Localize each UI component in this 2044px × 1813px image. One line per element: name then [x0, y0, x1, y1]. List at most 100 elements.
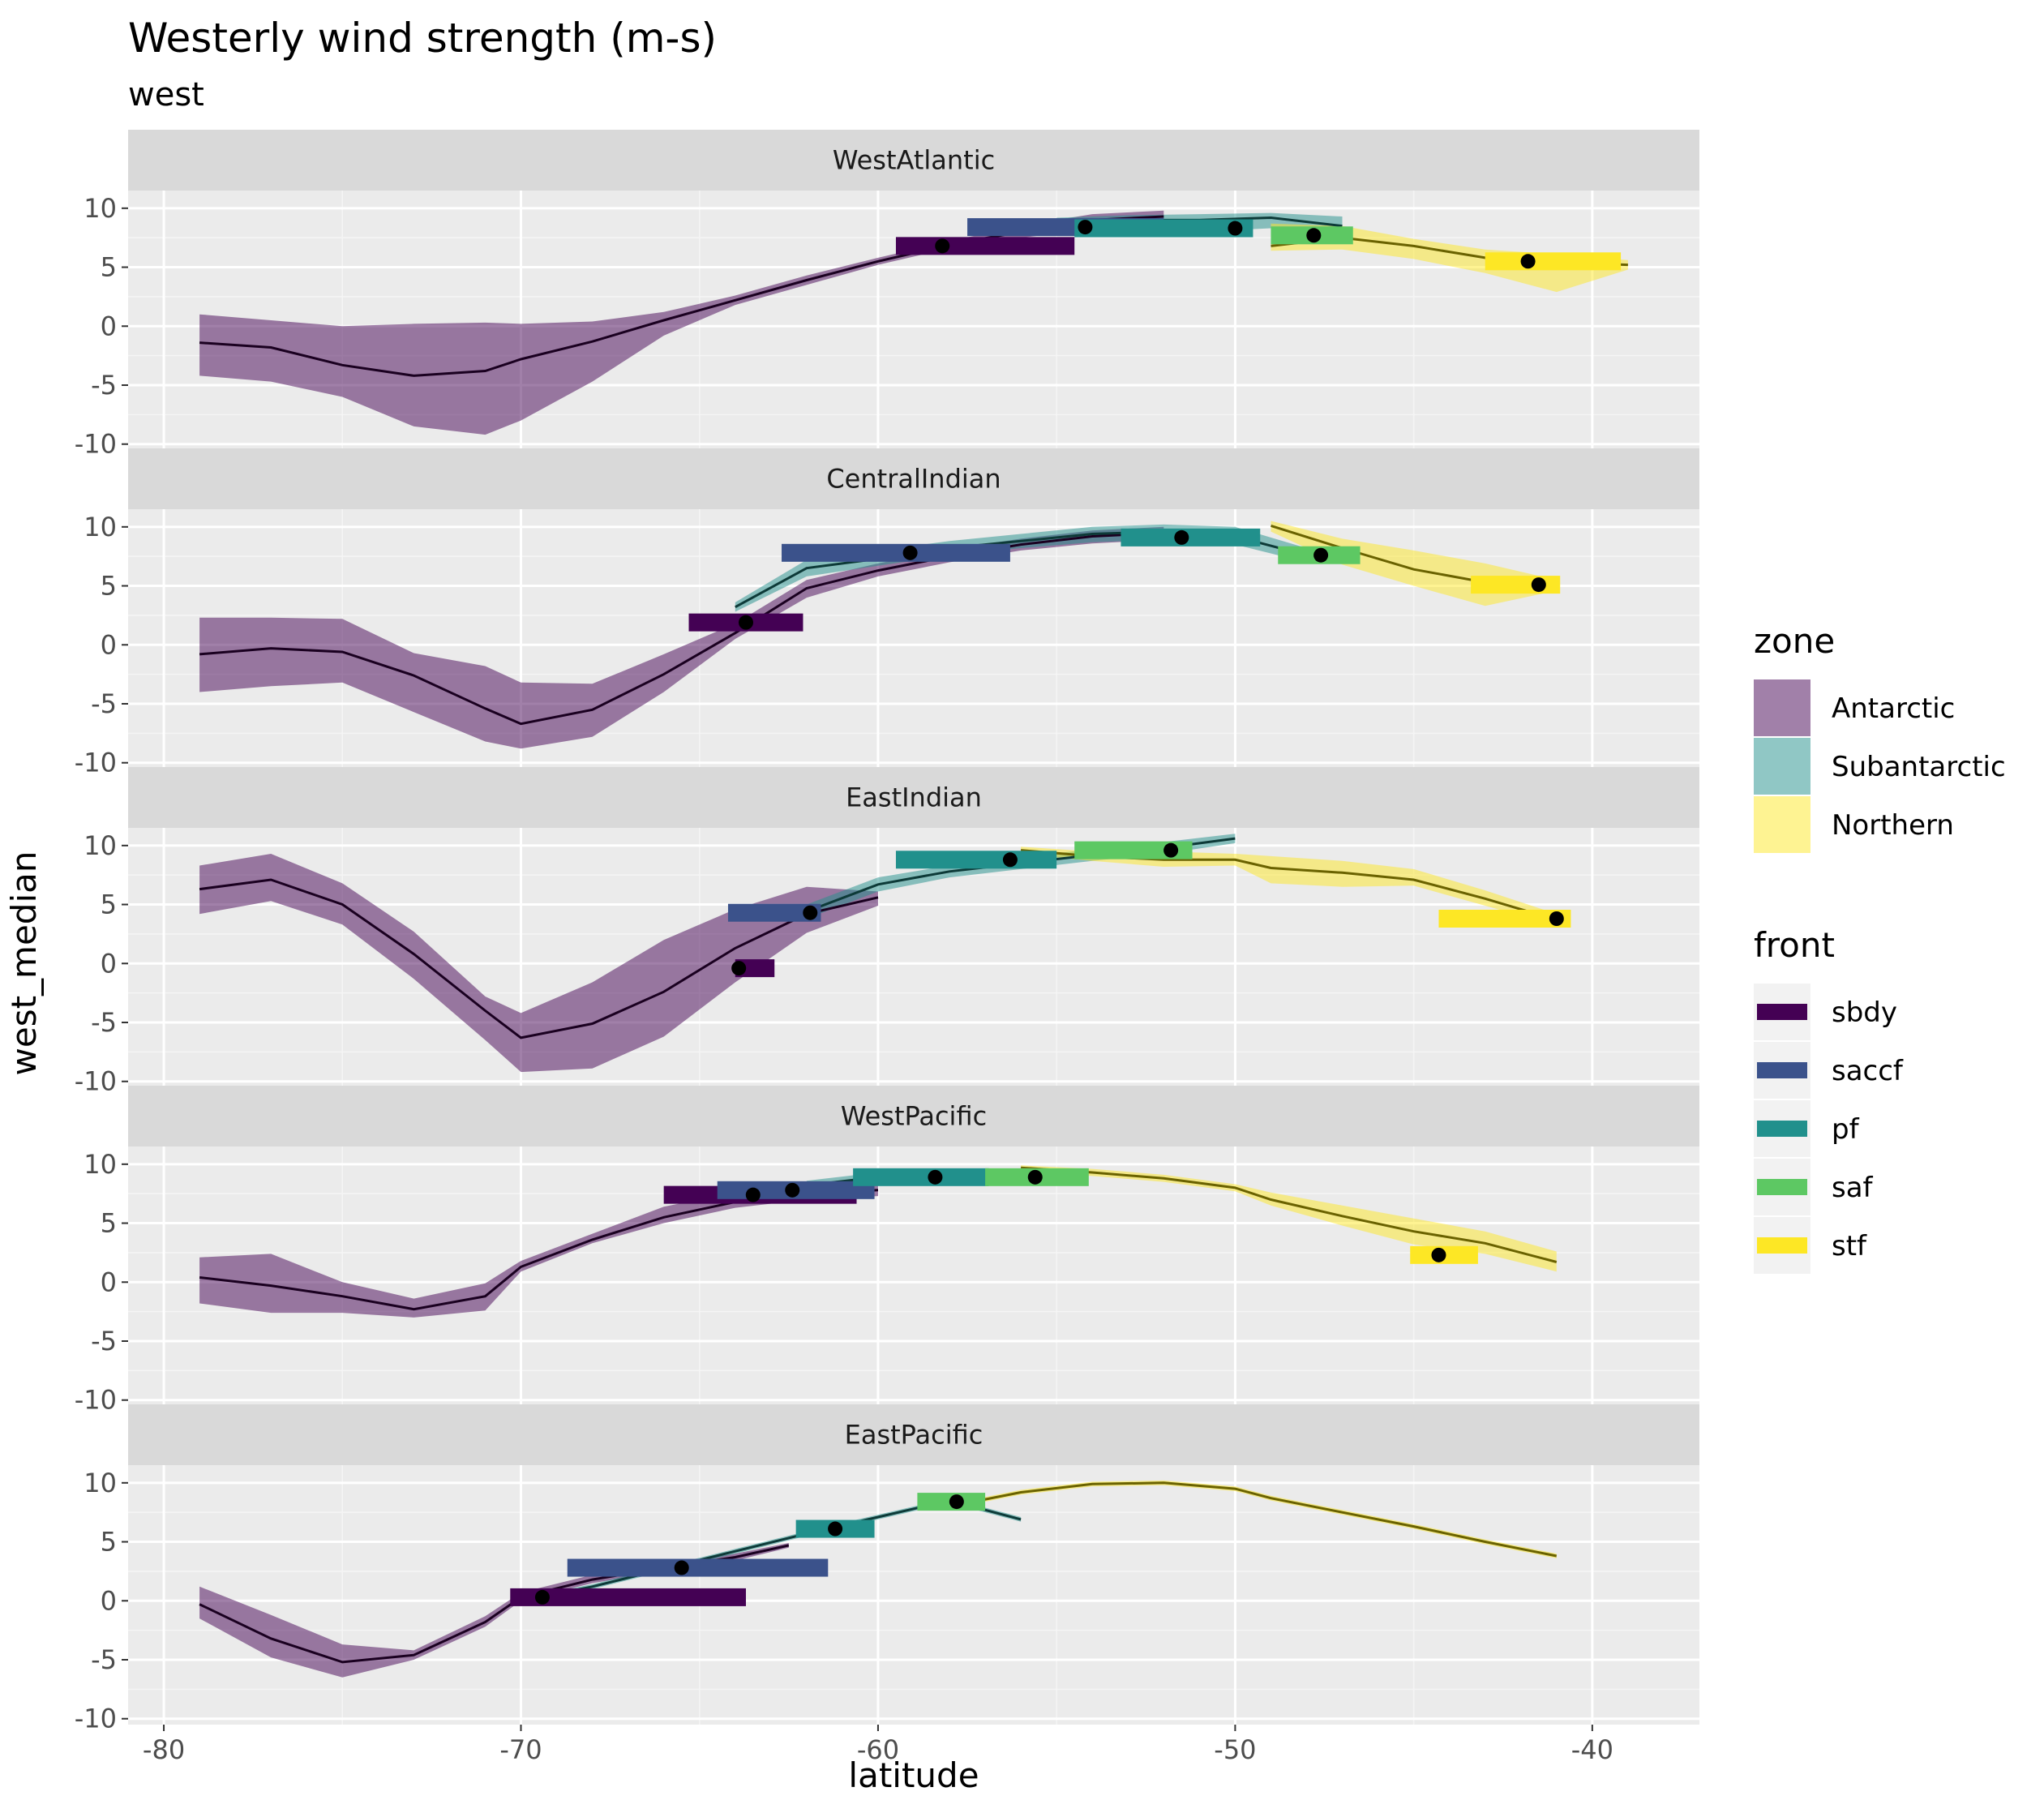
legend-key-northern [1754, 796, 1810, 853]
front-point-saf [1163, 842, 1179, 858]
legend-label-stf: stf [1832, 1230, 1867, 1262]
panel-background [128, 191, 1699, 450]
front-range-saccf [567, 1558, 829, 1577]
ribbon-antarctic [199, 210, 1164, 435]
panel-background [128, 1465, 1699, 1725]
front-range-pf [853, 1168, 989, 1186]
facet-strip [128, 1404, 1699, 1465]
legend-key-pf [1757, 1121, 1807, 1137]
y-tick-label: 10 [84, 830, 117, 861]
y-tick-label: 10 [84, 1468, 117, 1498]
front-point-sbdy [745, 1187, 761, 1202]
legend-title-zone: zone [1754, 621, 1835, 661]
facet-strip [128, 130, 1699, 191]
front-point-pf [1002, 852, 1018, 868]
front-range-pf [1074, 219, 1253, 238]
front-range-pf [895, 851, 1057, 869]
front-point-saf [1306, 228, 1322, 243]
front-point-sbdy [731, 961, 747, 976]
front-range-sbdy [735, 959, 775, 978]
legend-key-saccf [1757, 1062, 1807, 1078]
front-point-saccf [902, 545, 918, 560]
y-axis-title: west_median [4, 851, 44, 1076]
legend-label-antarctic: Antarctic [1832, 692, 1955, 725]
facet-panel-CentralIndian: CentralIndian -10 -5 0 5 10 [75, 448, 1699, 778]
facet-panel-WestAtlantic: WestAtlantic -10 -5 0 5 10 [75, 130, 1699, 460]
ribbon-antarctic [199, 526, 1164, 749]
y-tick-label: -10 [75, 429, 117, 460]
front-range-saf [1074, 841, 1193, 859]
y-tick-label: -10 [75, 1066, 117, 1097]
front-point-saf [1027, 1169, 1043, 1185]
legend-label-pf: pf [1832, 1113, 1860, 1146]
facet-strip-label: EastPacific [845, 1420, 983, 1451]
facet-panel-EastIndian: EastIndian -10 -5 0 5 10 [75, 767, 1699, 1097]
legend-label-subantarctic: Subantarctic [1832, 751, 2006, 783]
front-range-pf [1121, 528, 1261, 546]
facet-panel-WestPacific: WestPacific -10 -5 0 5 10 [75, 1086, 1699, 1416]
y-tick-label: 10 [84, 1149, 117, 1180]
y-tick-label: -5 [91, 1007, 117, 1038]
y-tick-label: -10 [75, 1704, 117, 1734]
ribbon-antarctic [199, 854, 879, 1073]
front-point-pf [828, 1521, 843, 1537]
y-tick-label: -10 [75, 1385, 117, 1416]
x-axis: -80 -70 -60 -50 -40 [143, 1725, 1613, 1765]
y-tick-label: 0 [101, 1585, 117, 1616]
x-tick-label: -60 [857, 1734, 899, 1765]
front-point-saccf [1078, 220, 1093, 235]
front-point-saccf [674, 1560, 689, 1575]
panel-background [128, 1147, 1699, 1406]
y-tick-label: -5 [91, 370, 117, 401]
front-point-pf [928, 1169, 943, 1185]
legend-label-saf: saf [1832, 1172, 1874, 1204]
x-tick-label: -70 [499, 1734, 542, 1765]
front-point-stf [1549, 911, 1564, 926]
legend-key-saf [1757, 1179, 1807, 1195]
y-tick-label: 0 [101, 1267, 117, 1297]
y-tick-label: 5 [101, 889, 117, 920]
legend-key-antarctic [1754, 679, 1810, 736]
chart-subtitle: west [128, 76, 204, 114]
x-axis-title: latitude [848, 1755, 979, 1795]
legend-key-stf [1757, 1237, 1807, 1254]
front-range-stf [1485, 252, 1622, 271]
front-range-stf [1471, 576, 1561, 594]
legend-label-sbdy: sbdy [1832, 997, 1897, 1029]
median-line-northern [949, 1481, 1558, 1558]
front-point-saccf [803, 905, 818, 920]
y-tick-label: 5 [101, 252, 117, 283]
y-tick-label: 0 [101, 311, 117, 341]
facet-panels: WestAtlantic -10 -5 0 5 10 CentralIndian -10 -5 0… [75, 130, 1699, 1734]
legend-title-front: front [1754, 925, 1835, 965]
front-point-stf [1531, 577, 1546, 593]
front-point-stf [1431, 1247, 1446, 1262]
median-line-northern [1021, 1166, 1558, 1263]
y-tick-label: -10 [75, 748, 117, 778]
y-tick-label: 0 [101, 948, 117, 979]
y-tick-label: -5 [91, 688, 117, 719]
y-tick-label: -5 [91, 1326, 117, 1357]
front-range-saccf [727, 903, 821, 922]
facet-strip [128, 767, 1699, 828]
facet-strip [128, 448, 1699, 509]
facet-panel-EastPacific: EastPacific -10 -5 0 5 10 [75, 1404, 1699, 1734]
y-tick-label: -5 [91, 1644, 117, 1675]
y-tick-label: 0 [101, 629, 117, 660]
front-point-sbdy [935, 238, 950, 254]
facet-strip [128, 1086, 1699, 1147]
y-tick-label: 10 [84, 512, 117, 542]
x-tick-label: -50 [1214, 1734, 1256, 1765]
front-point-stf [1520, 254, 1536, 269]
median-line-antarctic [199, 215, 1164, 377]
front-point-pf [1228, 221, 1243, 236]
front-point-saf [1313, 547, 1329, 563]
legend-key-sbdy [1757, 1004, 1807, 1020]
front-point-pf [1174, 529, 1189, 545]
ribbon-northern [1021, 1165, 1557, 1272]
legend-label-northern: Northern [1832, 809, 1954, 842]
y-tick-label: 5 [101, 1208, 117, 1239]
front-point-sbdy [738, 615, 753, 630]
